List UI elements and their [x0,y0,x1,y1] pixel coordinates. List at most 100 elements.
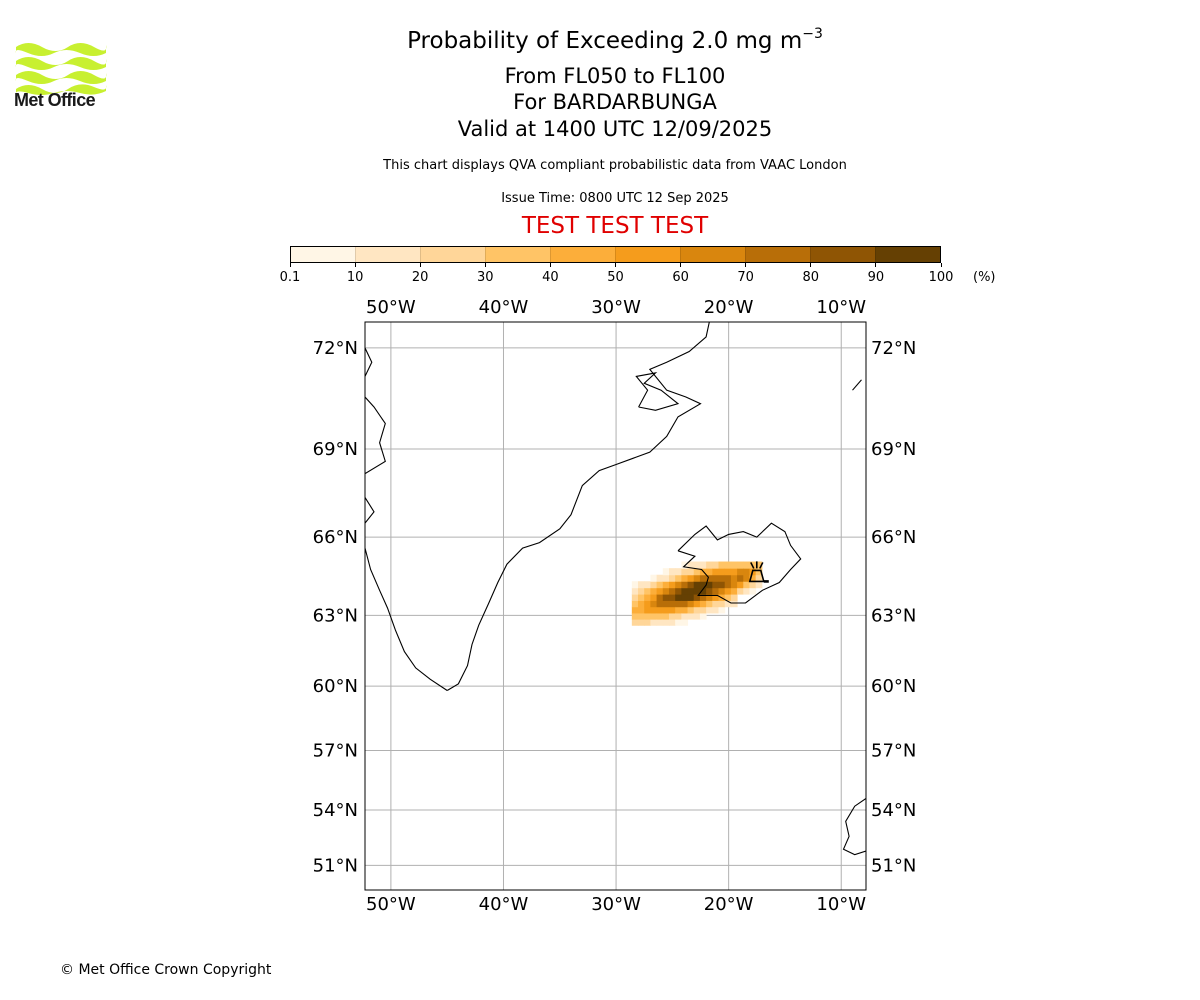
colorbar-tick-label: 90 [867,270,885,285]
plume-cell [668,619,676,626]
plume-cell [755,568,763,576]
copyright-notice: © Met Office Crown Copyright [60,962,272,978]
plume-cell [737,561,744,569]
plume-cell [675,606,682,614]
chart-title: Probability of Exceeding 2.0 mg m−3 [407,26,823,54]
plume-cell [675,600,682,608]
plume-cell [681,581,689,589]
plume-cell [699,561,707,569]
plume-cell [656,594,664,601]
plume-cell [730,600,738,608]
colorbar-tick [615,263,616,267]
gridlines [365,322,866,890]
plume-cell [737,581,744,589]
plume-cell [730,587,738,595]
plume-cell [699,600,707,608]
plume-cell [650,587,658,595]
colorbar-unit: (%) [973,270,996,285]
plume-cell [693,574,701,582]
plume-cell [718,574,726,582]
plume-cell [706,574,713,582]
plume-cell [693,581,701,589]
plume-cell [675,568,682,576]
plume-cell [681,568,689,576]
plume-cell [681,606,689,614]
plume-cell [687,574,695,582]
plume-cell [656,612,664,620]
plume-cell [712,574,720,582]
plume-cell [675,587,682,595]
plume-cell [644,600,651,608]
plume-cell [749,587,757,595]
longitude-label-top: 40°W [479,297,529,318]
plume-cell [662,612,670,620]
colorbar-tick [354,263,356,267]
plume-cell [668,568,676,576]
plume-cell [675,612,682,620]
colorbar-tick [484,263,486,267]
plume-cell [656,574,664,582]
volcano-name: For BARDARBUNGA [513,90,717,114]
longitude-label-bottom: 20°W [704,894,754,915]
plume-cell [730,561,738,569]
plume-cell [687,581,695,589]
plume-cell [631,612,639,620]
map-content [365,322,866,856]
greenland-northwest-coastline [365,497,375,524]
plume-cell [662,600,670,608]
plume-cell [668,581,676,589]
longitude-label-top: 10°W [816,297,866,318]
plume-cell [662,606,670,614]
latitude-label-left: 66°N [313,527,358,548]
valid-time: Valid at 1400 UTC 12/09/2025 [457,117,773,141]
scotland-coastline [842,798,866,856]
plume-cell [724,587,732,595]
plume-cell [724,574,732,582]
plume-cell [699,612,707,620]
plume-cell [656,606,664,614]
iceland-coastline [677,522,802,604]
met-office-logo-icon [15,43,107,95]
colorbar-tick [745,263,747,267]
plume-cell [718,606,726,614]
colorbar-segment [680,247,745,262]
latitude-label-right: 54°N [871,800,916,821]
map-frame [364,321,867,891]
plume-cell [650,612,658,620]
flight-level-range: From FL050 to FL100 [504,64,726,88]
logo-wordmark: Met Office [14,90,96,110]
coastlines [365,322,866,856]
latitude-label-right: 69°N [871,439,916,460]
plume-cell [650,619,658,626]
latitude-label-left: 54°N [313,800,358,821]
colorbar-segment [810,247,875,262]
longitude-label-top: 30°W [591,297,641,318]
latitude-label-left: 63°N [313,605,358,626]
plume-cell [638,612,645,620]
plume-cell [755,574,763,582]
colorbar-segment [420,247,485,262]
plume-cell [743,574,750,582]
latitude-label-right: 63°N [871,605,916,626]
plume-cell [644,612,651,620]
plume-cell [693,561,701,569]
colorbar-tick-label: 80 [802,270,820,285]
plume-cell [668,594,676,601]
plume-cell [638,587,645,595]
plume-cell [662,574,670,582]
plume-cell [668,612,676,620]
colorbar-tick [289,263,291,267]
latitude-label-left: 69°N [313,439,358,460]
plume-cell [656,581,664,589]
latitude-label-left: 57°N [313,741,358,762]
plume-cell [644,594,651,601]
scoresby-sund-coastline [635,372,680,411]
plume-cell [699,606,707,614]
plume-cell [687,606,695,614]
colorbar-tick-label: 70 [737,270,754,285]
colorbar-tick-label: 10 [346,270,364,285]
issue-time: Issue Time: 0800 UTC 12 Sep 2025 [501,191,729,206]
plume-cell [638,606,645,614]
plume-cell [693,600,701,608]
plume-cell [712,606,720,614]
